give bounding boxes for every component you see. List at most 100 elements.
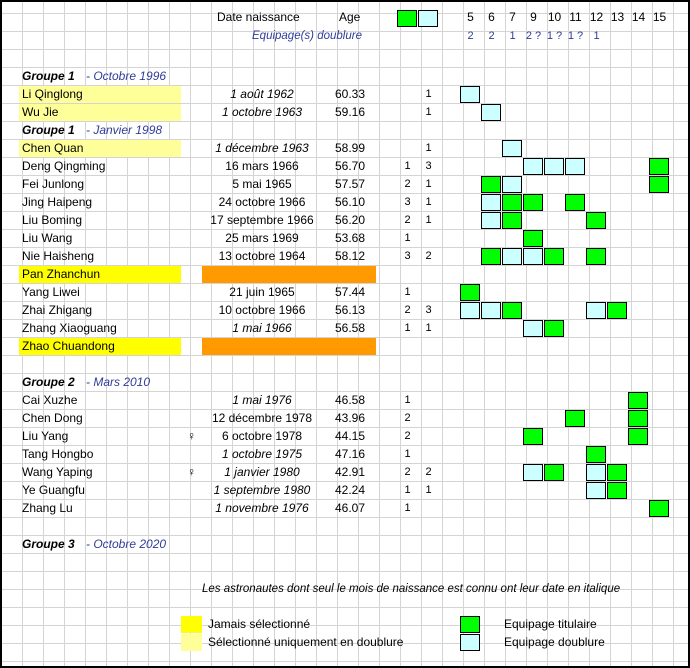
titulaire-count: 1 bbox=[404, 394, 411, 406]
titulaire-count: 1 bbox=[404, 448, 411, 460]
astronaut-name: Liu Boming bbox=[22, 213, 83, 227]
mission-header: 5 bbox=[467, 10, 474, 24]
astronaut-name: Wu Jie bbox=[22, 105, 59, 119]
legend-blue-swatch bbox=[460, 634, 480, 651]
titulaire-count: 1 bbox=[404, 160, 411, 172]
astronaut-name: Jing Haipeng bbox=[22, 195, 93, 209]
birth-date: 5 mai 1965 bbox=[232, 177, 292, 191]
doublure-count: 1 ? bbox=[567, 30, 584, 42]
birth-date: 1 août 1962 bbox=[230, 87, 294, 101]
birth-date bbox=[202, 337, 322, 355]
crew-titulaire-cell bbox=[481, 176, 501, 193]
astronaut-name: Chen Quan bbox=[22, 141, 84, 155]
titulaire-count bbox=[397, 265, 418, 283]
age-value: 56.70 bbox=[335, 159, 366, 173]
group-date: - Janvier 1998 bbox=[86, 123, 163, 137]
doublure-count: 1 bbox=[593, 30, 600, 42]
crew-titulaire-cell bbox=[586, 446, 606, 463]
crew-doublure-cell bbox=[481, 194, 501, 211]
female-symbol-icon: ♀ bbox=[187, 429, 196, 443]
doublure-count: 2 bbox=[488, 30, 495, 42]
birth-date: 16 mars 1966 bbox=[225, 159, 299, 173]
crew-titulaire-cell bbox=[460, 284, 480, 301]
titulaire-count bbox=[397, 337, 418, 355]
crew-titulaire-cell bbox=[628, 428, 648, 445]
crew-doublure-cell bbox=[523, 320, 543, 337]
legend-yellow-swatch bbox=[181, 616, 202, 633]
astronaut-name: Zhao Chuandong bbox=[22, 339, 115, 353]
crew-titulaire-cell bbox=[628, 392, 648, 409]
titulaire-count: 2 bbox=[404, 430, 411, 442]
age-value: 56.13 bbox=[335, 303, 366, 317]
doublure-count-cell: 1 bbox=[425, 214, 432, 226]
crew-doublure-cell bbox=[481, 302, 501, 319]
mission-header: 10 bbox=[547, 10, 562, 24]
crew-titulaire-cell bbox=[649, 158, 669, 175]
birth-date: 1 octobre 1975 bbox=[221, 447, 303, 461]
crew-titulaire-cell bbox=[586, 212, 606, 229]
crew-titulaire-cell bbox=[565, 194, 585, 211]
legend-doublure: Equipage doublure bbox=[504, 635, 605, 649]
crew-doublure-cell bbox=[544, 158, 564, 175]
crew-doublure-cell bbox=[523, 464, 543, 481]
doublure-count-cell bbox=[418, 445, 439, 463]
astronaut-name: Tang Hongbo bbox=[22, 447, 94, 461]
birth-date: 1 janvier 1980 bbox=[224, 465, 300, 479]
name-highlight bbox=[19, 86, 181, 103]
titulaire-count: 2 bbox=[404, 466, 411, 478]
birth-date: 12 décembre 1978 bbox=[211, 411, 313, 425]
doublure-count-cell bbox=[418, 409, 439, 427]
name-highlight bbox=[19, 140, 181, 157]
crew-titulaire-cell bbox=[607, 464, 627, 481]
age-value: 60.33 bbox=[335, 87, 366, 101]
age-value: 42.91 bbox=[335, 465, 366, 479]
titulaire-count: 1 bbox=[404, 322, 411, 334]
crew-titulaire-cell bbox=[586, 248, 606, 265]
crew-titulaire-cell bbox=[502, 212, 522, 229]
crew-titulaire-cell bbox=[649, 500, 669, 517]
crew-titulaire-cell bbox=[544, 248, 564, 265]
age-header: Age bbox=[339, 10, 361, 24]
legend-never-selected: Jamais sélectionné bbox=[208, 617, 311, 631]
group-date: - Mars 2010 bbox=[86, 375, 151, 389]
birth-date: 17 septembre 1966 bbox=[210, 213, 314, 227]
crew-doublure-cell bbox=[523, 158, 543, 175]
titulaire-count: 3 bbox=[404, 250, 411, 262]
birth-date: 1 septembre 1980 bbox=[213, 483, 311, 497]
age-value: 56.58 bbox=[335, 321, 366, 335]
age-value: 44.15 bbox=[335, 429, 366, 443]
titulaire-count: 1 bbox=[404, 502, 411, 514]
crew-titulaire-cell bbox=[607, 482, 627, 499]
doublure-count-cell: 2 bbox=[425, 466, 432, 478]
crew-doublure-cell bbox=[586, 482, 606, 499]
crew-doublure-cell bbox=[502, 248, 522, 265]
astronaut-name: Fei Junlong bbox=[22, 177, 85, 191]
crew-doublure-cell bbox=[586, 464, 606, 481]
titulaire-count: 3 bbox=[404, 196, 411, 208]
birth-date: 24 octobre 1966 bbox=[218, 195, 306, 209]
crew-titulaire-cell bbox=[565, 410, 585, 427]
crew-doublure-cell bbox=[586, 302, 606, 319]
crew-doublure-cell bbox=[481, 104, 501, 121]
age-value: 58.99 bbox=[335, 141, 366, 155]
doublure-count-cell: 1 bbox=[425, 322, 432, 334]
doublure-count-cell bbox=[418, 391, 439, 409]
mission-header: 15 bbox=[652, 10, 667, 24]
no-data-bar bbox=[202, 338, 376, 355]
birth-date: 1 mai 1966 bbox=[232, 321, 292, 335]
crew-titulaire-cell bbox=[523, 230, 543, 247]
astronaut-name: Liu Yang bbox=[22, 429, 69, 443]
legend-titulaire: Equipage titulaire bbox=[504, 617, 597, 631]
titulaire-count: 1 bbox=[404, 232, 411, 244]
crew-titulaire-cell bbox=[649, 176, 669, 193]
doublure-count-cell: 1 bbox=[425, 178, 432, 190]
astronaut-name: Chen Dong bbox=[22, 411, 83, 425]
titulaire-count: 2 bbox=[404, 412, 411, 424]
astronaut-name: Zhang Lu bbox=[22, 501, 73, 515]
group-label: Groupe 3 bbox=[22, 537, 75, 551]
astronaut-name: Zhang Xiaoguang bbox=[22, 321, 117, 335]
crew-titulaire-cell bbox=[544, 320, 564, 337]
age-value: 58.12 bbox=[335, 249, 366, 263]
birth-date: 10 octobre 1966 bbox=[218, 303, 306, 317]
